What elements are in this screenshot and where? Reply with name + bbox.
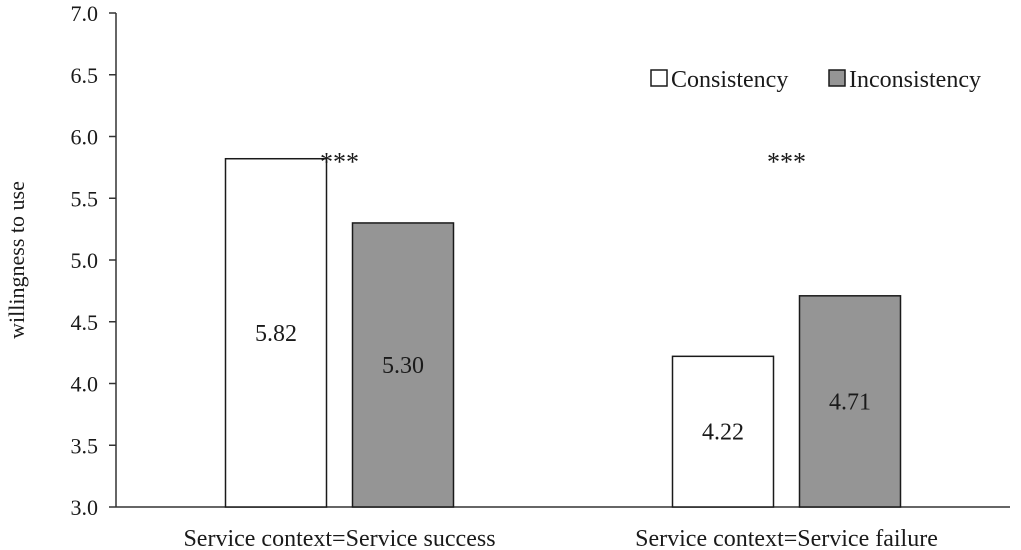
x-category-label: Service context=Service failure [635,526,938,550]
y-tick-label: 6.5 [71,63,99,88]
bar-consistency [224,157,328,508]
bar-value-label: 4.71 [829,389,871,415]
significance-mark: *** [767,148,806,177]
y-tick-label: 6.0 [71,125,99,150]
y-axis: 3.0 3.5 4.0 4.5 5.0 5.5 6.0 6.5 7.0 [71,1,117,520]
x-category-label: Service context=Service success [183,526,495,550]
y-tick-label: 5.5 [71,186,99,211]
legend: Consistency Inconsistency [650,67,981,93]
y-axis-label: willingness to use [4,181,29,339]
legend-swatch-inconsistency [828,69,846,87]
bar-value-label: 5.82 [255,321,297,347]
y-tick-label: 4.5 [71,310,99,335]
bar-inconsistency [798,295,902,508]
bar-consistency [671,355,775,508]
x-axis: Service context=Service success Service c… [116,506,1010,550]
legend-label: Inconsistency [849,67,981,93]
significance-mark: *** [320,148,359,177]
y-tick-label: 5.0 [71,248,99,273]
bar-inconsistency [351,222,455,508]
bar-value-label: 4.22 [702,420,744,446]
y-tick-label: 4.0 [71,372,99,397]
bar-labels: 5.82 5.30 4.22 4.71 [255,321,871,446]
y-tick-label: 3.0 [71,495,99,520]
bars [224,157,902,508]
legend-label: Consistency [671,67,788,93]
y-tick-label: 3.5 [71,433,99,458]
bar-value-label: 5.30 [382,353,424,379]
y-tick-label: 7.0 [71,1,99,26]
significance-marks: *** *** [320,148,806,177]
legend-swatch-consistency [650,69,668,87]
